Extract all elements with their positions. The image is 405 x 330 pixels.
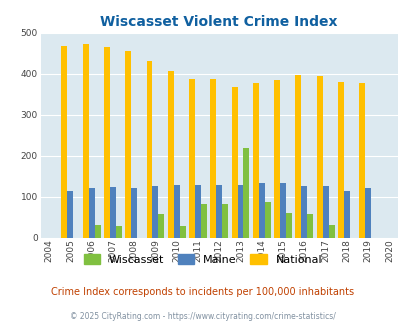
Text: © 2025 CityRating.com - https://www.cityrating.com/crime-statistics/: © 2025 CityRating.com - https://www.city… [70, 312, 335, 321]
Bar [83, 44, 88, 238]
Legend: Wiscasset, Maine, National: Wiscasset, Maine, National [79, 250, 326, 269]
Bar [88, 188, 94, 238]
Text: Crime Index corresponds to incidents per 100,000 inhabitants: Crime Index corresponds to incidents per… [51, 287, 354, 297]
Bar [258, 183, 264, 238]
Bar [146, 61, 152, 238]
Bar [222, 204, 228, 238]
Bar [328, 225, 334, 238]
Bar [316, 76, 322, 238]
Bar [194, 185, 200, 238]
Bar [61, 46, 67, 238]
Bar [358, 82, 364, 238]
Bar [152, 186, 158, 238]
Bar [364, 188, 370, 238]
Bar [285, 213, 291, 238]
Bar [158, 214, 164, 238]
Bar [279, 183, 285, 238]
Bar [237, 185, 243, 238]
Bar [67, 190, 73, 238]
Bar [322, 186, 328, 238]
Bar [301, 186, 307, 238]
Bar [343, 190, 349, 238]
Bar [167, 72, 173, 238]
Bar [264, 202, 270, 238]
Bar [252, 83, 258, 238]
Bar [125, 51, 131, 238]
Bar [231, 87, 237, 238]
Bar [115, 226, 122, 238]
Bar [295, 75, 301, 238]
Bar [210, 79, 216, 238]
Bar [243, 148, 249, 238]
Bar [337, 82, 343, 238]
Bar [131, 188, 137, 238]
Title: Wiscasset Violent Crime Index: Wiscasset Violent Crime Index [100, 15, 337, 29]
Bar [200, 204, 207, 238]
Bar [173, 185, 179, 238]
Bar [110, 187, 115, 238]
Bar [94, 225, 100, 238]
Bar [189, 79, 194, 238]
Bar [179, 226, 185, 238]
Bar [216, 185, 222, 238]
Bar [104, 47, 110, 238]
Bar [273, 81, 279, 238]
Bar [307, 214, 313, 238]
